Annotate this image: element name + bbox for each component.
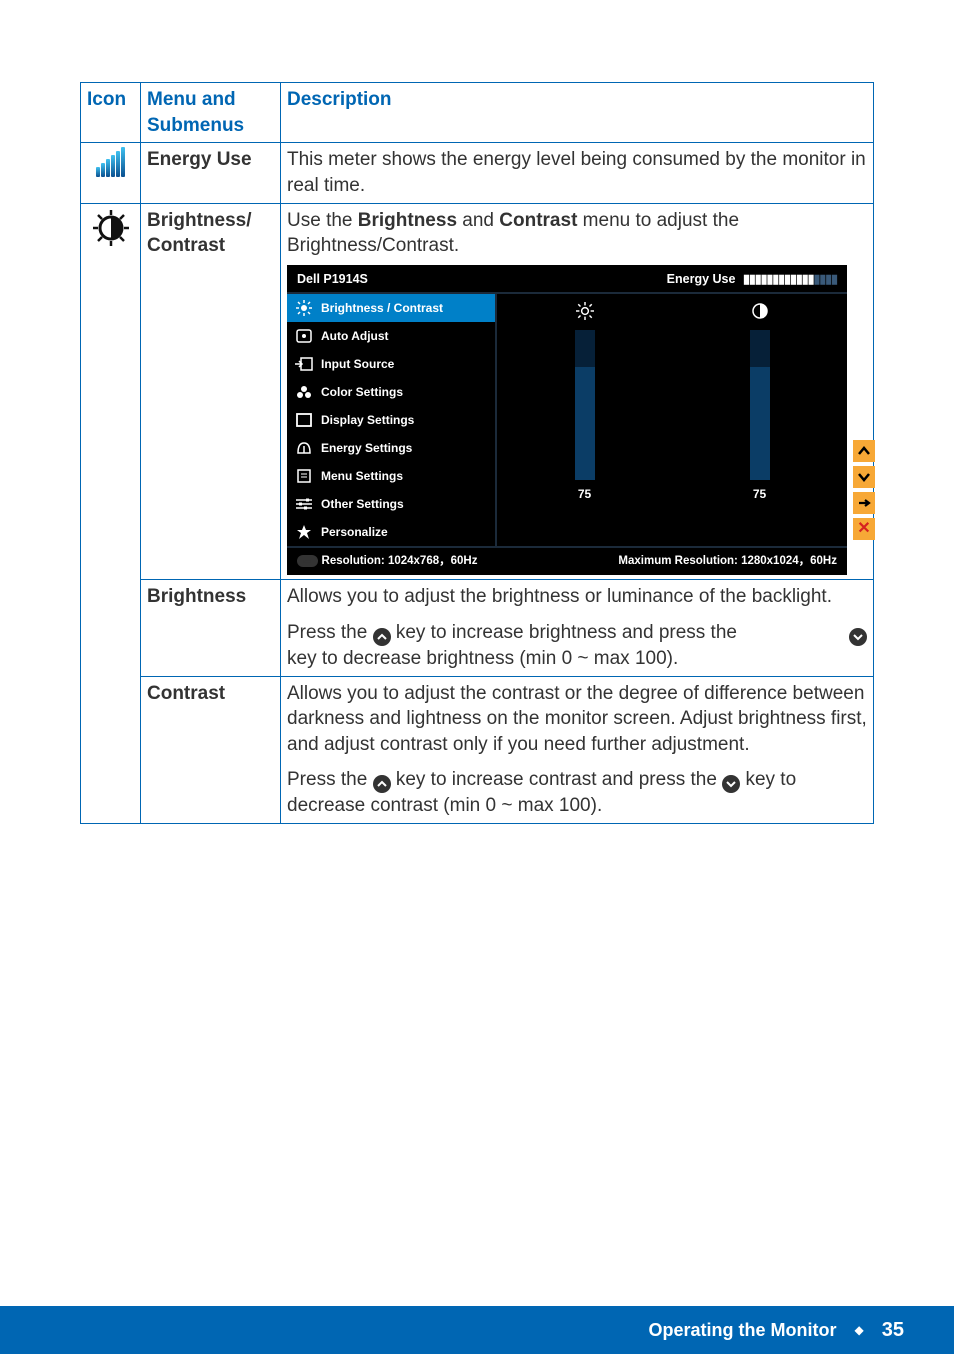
txt: Press the xyxy=(287,769,373,790)
page-footer: Operating the Monitor ◆ 35 xyxy=(0,1306,954,1354)
osd-title: Dell P1914S xyxy=(297,271,368,288)
other-settings-icon xyxy=(295,495,313,513)
osd-item-energy-settings[interactable]: Energy Settings xyxy=(287,434,495,462)
osd-sliders-area: 75 75 xyxy=(497,294,847,546)
th-icon: Icon xyxy=(81,83,141,143)
osd-item-brightness-contrast[interactable]: Brightness / Contrast xyxy=(287,294,495,322)
brightness-value: 75 xyxy=(578,486,591,502)
txt: key to increase contrast and press the xyxy=(396,769,722,790)
cell-icon-brightness-contrast xyxy=(81,203,141,824)
energy-use-icon xyxy=(96,147,126,185)
osd-item-personalize[interactable]: Personalize xyxy=(287,518,495,546)
personalize-icon xyxy=(295,523,313,541)
osd-menu-list: Brightness / Contrast Auto Adjust Input … xyxy=(287,294,497,546)
osd-item-label: Personalize xyxy=(321,524,388,540)
resolution-pill-icon: ▭ xyxy=(297,555,318,567)
cell-desc-contrast: Allows you to adjust the contrast or the… xyxy=(281,676,874,824)
osd-body: Brightness / Contrast Auto Adjust Input … xyxy=(287,292,847,548)
row-brightness: Brightness Allows you to adjust the brig… xyxy=(81,580,874,676)
osd-item-label: Color Settings xyxy=(321,384,403,400)
cell-menu-bc: Brightness/ Contrast xyxy=(141,203,281,580)
osd-item-color-settings[interactable]: Color Settings xyxy=(287,378,495,406)
osd-item-label: Display Settings xyxy=(321,412,414,428)
bc-bold2: Contrast xyxy=(499,210,577,231)
osd-item-label: Menu Settings xyxy=(321,468,403,484)
brightness-fill xyxy=(575,367,595,480)
contrast-p1: Allows you to adjust the contrast or the… xyxy=(287,681,867,758)
contrast-icon xyxy=(751,302,769,324)
osd-item-auto-adjust[interactable]: Auto Adjust xyxy=(287,322,495,350)
contrast-slider[interactable]: 75 xyxy=(700,302,820,546)
osd-nav-enter-button[interactable] xyxy=(853,492,875,514)
bc-text-mid: and xyxy=(457,210,499,231)
down-key-icon xyxy=(722,775,740,793)
menu-settings-icon xyxy=(295,467,313,485)
osd-side-buttons: ✕ xyxy=(853,440,875,540)
osd-nav-up-button[interactable] xyxy=(853,440,875,462)
up-key-icon xyxy=(373,628,391,646)
bc-bold1: Brightness xyxy=(358,210,457,231)
osd-panel: Dell P1914S Energy Use ▮▮▮▮▮▮▮▮▮▮▮▮▮▮▮▮ xyxy=(287,265,847,575)
osd-item-label: Other Settings xyxy=(321,496,404,512)
table-header-row: Icon Menu and Submenus Description xyxy=(81,83,874,143)
osd-item-label: Energy Settings xyxy=(321,440,412,456)
brightness-p1: Allows you to adjust the brightness or l… xyxy=(287,584,867,610)
cell-desc-energy: This meter shows the energy level being … xyxy=(281,143,874,203)
osd-nav-close-button[interactable]: ✕ xyxy=(853,518,875,540)
energy-settings-icon xyxy=(295,439,313,457)
brightness-contrast-icon xyxy=(91,208,131,248)
contrast-p2: Press the key to increase contrast and p… xyxy=(287,767,867,819)
cell-menu-energy: Energy Use xyxy=(141,143,281,203)
contrast-value: 75 xyxy=(753,486,766,502)
th-desc: Description xyxy=(281,83,874,143)
row-energy-use: Energy Use This meter shows the energy l… xyxy=(81,143,874,203)
osd-nav-down-button[interactable] xyxy=(853,466,875,488)
txt: Press the xyxy=(287,622,373,643)
brightness-slider[interactable]: 75 xyxy=(525,302,645,546)
display-settings-icon xyxy=(295,411,313,429)
osd-footer: ▭ Resolution: 1024x768，60Hz Maximum Resol… xyxy=(287,548,847,576)
down-key-icon xyxy=(849,628,867,646)
brightness-icon xyxy=(295,299,313,317)
osd-header: Dell P1914S Energy Use ▮▮▮▮▮▮▮▮▮▮▮▮▮▮▮▮ xyxy=(287,265,847,292)
osd-item-input-source[interactable]: Input Source xyxy=(287,350,495,378)
osd-energy-label: Energy Use xyxy=(667,272,736,286)
osd-energy: Energy Use ▮▮▮▮▮▮▮▮▮▮▮▮▮▮▮▮ xyxy=(667,271,837,288)
txt: key to decrease brightness (min 0 ~ max … xyxy=(287,648,678,669)
brightness-track xyxy=(575,330,595,480)
page-root: Icon Menu and Submenus Description Energ… xyxy=(0,0,954,1354)
osd-item-label: Input Source xyxy=(321,356,394,372)
contrast-fill xyxy=(750,367,770,480)
footer-page-number: 35 xyxy=(882,1319,904,1342)
row-brightness-contrast: Brightness/ Contrast Use the Brightness … xyxy=(81,203,874,580)
energy-meter-icon: ▮▮▮▮▮▮▮▮▮▮▮▮▮▮▮▮ xyxy=(743,271,837,288)
footer-title: Operating the Monitor xyxy=(649,1320,837,1341)
osd-item-label: Brightness / Contrast xyxy=(321,300,443,316)
osd-reference-table: Icon Menu and Submenus Description Energ… xyxy=(80,82,874,824)
row-contrast: Contrast Allows you to adjust the contra… xyxy=(81,676,874,824)
cell-icon-energy xyxy=(81,143,141,203)
bc-text-pre: Use the xyxy=(287,210,358,231)
osd-item-display-settings[interactable]: Display Settings xyxy=(287,406,495,434)
cell-desc-brightness: Allows you to adjust the brightness or l… xyxy=(281,580,874,676)
osd-res-text: Resolution: 1024x768，60Hz xyxy=(322,555,478,567)
cell-menu-contrast: Contrast xyxy=(141,676,281,824)
up-key-icon xyxy=(373,775,391,793)
contrast-track xyxy=(750,330,770,480)
txt: key to increase brightness and press the xyxy=(396,622,737,643)
cell-desc-bc: Use the Brightness and Contrast menu to … xyxy=(281,203,874,580)
osd-item-label: Auto Adjust xyxy=(321,328,389,344)
osd-item-menu-settings[interactable]: Menu Settings xyxy=(287,462,495,490)
th-menu: Menu and Submenus xyxy=(141,83,281,143)
sun-icon xyxy=(576,302,594,324)
auto-adjust-icon xyxy=(295,327,313,345)
brightness-p2: Press the key to increase brightness and… xyxy=(287,620,867,672)
footer-diamond-icon: ◆ xyxy=(855,1323,864,1337)
cell-menu-brightness: Brightness xyxy=(141,580,281,676)
color-settings-icon xyxy=(295,383,313,401)
osd-footer-right: Maximum Resolution: 1280x1024，60Hz xyxy=(618,554,837,570)
input-source-icon xyxy=(295,355,313,373)
osd-item-other-settings[interactable]: Other Settings xyxy=(287,490,495,518)
osd-footer-left: ▭ Resolution: 1024x768，60Hz xyxy=(297,554,477,570)
